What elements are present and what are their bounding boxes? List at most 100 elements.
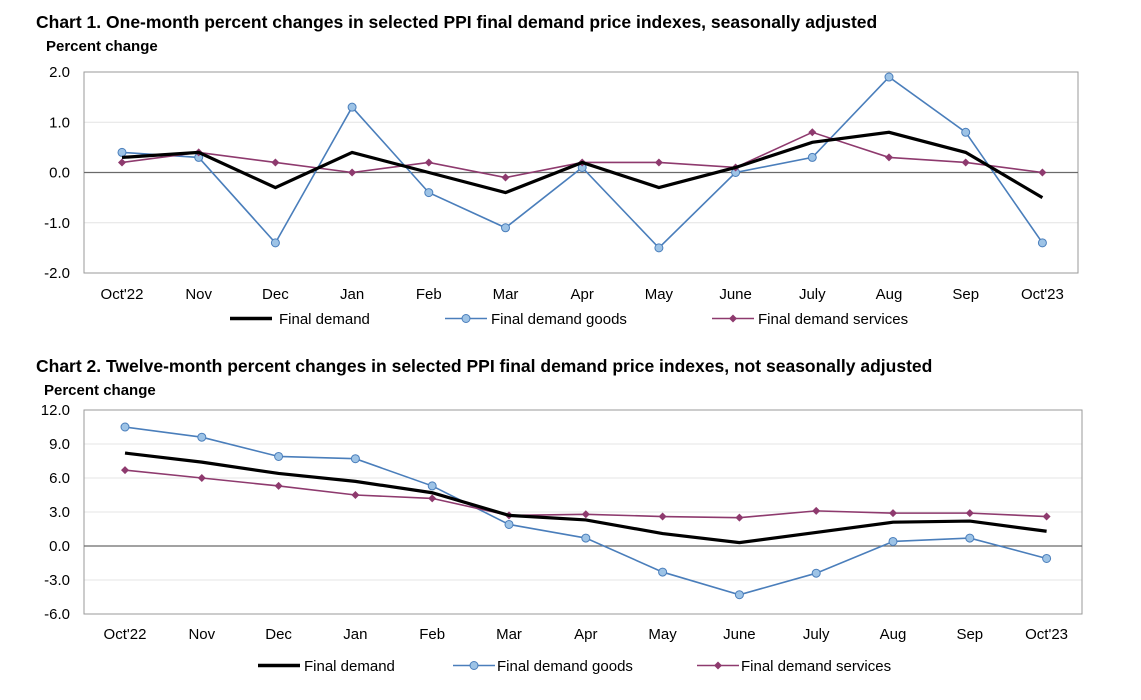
chart1-x-tick-label: Apr (571, 286, 594, 303)
chart1-services-point (808, 128, 817, 137)
chart2-title: Chart 2. Twelve-month percent changes in… (36, 356, 933, 376)
chart2-y-tick-label: 12.0 (41, 402, 70, 419)
chart2-services-point (197, 474, 206, 482)
chart2-y-tick-label: 9.0 (49, 436, 70, 453)
chart1-y-tick-label: 1.0 (49, 114, 70, 131)
chart2-y-tick-label: 0.0 (49, 538, 70, 555)
chart2-x-tick-label: Oct'23 (1025, 626, 1068, 643)
chart2-goods-point (120, 422, 130, 432)
chart1-goods-point (807, 152, 817, 162)
chart2-goods-point (811, 568, 821, 578)
chart2-y-tick-label: -6.0 (44, 606, 70, 623)
chart1-legend-marker-goods (461, 314, 471, 323)
chart1-services-point (961, 158, 970, 167)
chart1-y-tick-label: -2.0 (44, 265, 70, 282)
chart2-goods-point (427, 481, 437, 491)
chart2-services-point (735, 513, 744, 522)
chart2-goods-point (1042, 553, 1052, 563)
chart2-x-tick-label: Dec (265, 626, 292, 643)
chart1-goods-point (884, 72, 894, 82)
chart2-goods-point (965, 533, 975, 543)
chart2-x-tick-label: June (723, 626, 756, 643)
chart1-x-tick-label: Oct'22 (101, 286, 144, 303)
chart2-x-tick-label: Mar (496, 626, 522, 643)
chart2-services-point (812, 506, 821, 515)
chart1-y-axis-label: Percent change (46, 38, 158, 55)
chart1-x-tick-label: May (645, 286, 674, 303)
chart1-services-point (1038, 168, 1047, 177)
chart1-x-tick-label: Feb (416, 286, 442, 303)
chart2-y-tick-label: -3.0 (44, 572, 70, 589)
chart1-goods-point (501, 223, 510, 233)
chart1-y-tick-label: -1.0 (44, 215, 70, 232)
chart2-x-tick-label: May (648, 626, 677, 643)
chart2-x-tick-label: Sep (956, 626, 983, 643)
chart1-services-point (424, 158, 433, 167)
chart1-x-tick-label: July (799, 286, 826, 303)
chart2-services-point (965, 509, 974, 518)
chart2-y-axis-label: Percent change (44, 382, 156, 399)
chart1-goods-point (424, 188, 434, 198)
chart1-x-tick-label: Dec (262, 286, 289, 303)
chart2-goods-point (734, 590, 744, 600)
chart2-x-tick-label: Feb (419, 626, 445, 643)
chart2-legend-label: Final demand goods (497, 658, 633, 675)
chart1-goods-point (270, 238, 280, 248)
chart1-x-tick-label: Jan (340, 286, 364, 303)
chart2-services-point (658, 512, 667, 521)
chart1-goods-point (347, 102, 357, 112)
chart2-x-tick-label: Aug (880, 626, 907, 643)
chart2-legend-marker-services (714, 661, 722, 670)
chart1-x-tick-label: Mar (493, 286, 519, 303)
chart2-services-point (889, 509, 897, 518)
chart2-x-tick-label: July (803, 626, 830, 643)
chart1-legend-label: Final demand goods (491, 311, 627, 328)
chart1-x-tick-label: June (719, 286, 752, 303)
chart1-legend-label: Final demand services (758, 311, 908, 328)
chart1-x-tick-label: Nov (185, 286, 212, 303)
chart1-goods-point (117, 147, 127, 157)
chart2-goods-point (581, 533, 591, 543)
chart2-y-tick-label: 6.0 (49, 470, 70, 487)
chart2-goods-point (197, 432, 207, 442)
chart1-legend-label: Final demand (279, 311, 370, 328)
chart2-goods-point (274, 451, 284, 461)
chart2-services-point (1042, 512, 1051, 521)
chart1-services-point (118, 158, 126, 167)
chart2-legend-label: Final demand services (741, 658, 891, 675)
chart1-y-tick-label: 2.0 (49, 64, 70, 81)
chart2-services-point (121, 466, 129, 475)
chart1-services-point (501, 173, 510, 182)
chart1-series-line-final-demand (121, 130, 1044, 200)
chart2-services-point (274, 481, 283, 490)
chart2-series-line-final-demand (124, 451, 1047, 545)
chart2-services-point (351, 491, 360, 499)
chart1-services-point (271, 158, 280, 167)
chart1-y-tick-label: 0.0 (49, 165, 70, 182)
chart2-x-tick-label: Oct'22 (104, 626, 147, 643)
chart2-services-point (581, 510, 590, 519)
chart2-x-tick-label: Nov (188, 626, 215, 643)
chart1-title: Chart 1. One-month percent changes in se… (36, 12, 878, 32)
chart2-goods-point (504, 519, 514, 529)
chart2-legend-marker-goods (469, 661, 479, 670)
chart2-x-tick-label: Jan (343, 626, 367, 643)
chart1-services-point (348, 168, 357, 177)
chart1-legend-marker-services (729, 314, 737, 323)
chart2-x-tick-label: Apr (574, 626, 597, 643)
chart1-services-point (885, 153, 893, 162)
chart2-goods-point (888, 536, 898, 546)
chart2-services-point (428, 494, 437, 503)
chart2-plot-area (83, 409, 1083, 615)
chart1-x-tick-label: Aug (876, 286, 903, 303)
chart1-goods-point (1037, 238, 1047, 248)
chart2-goods-point (658, 567, 668, 577)
chart2-y-tick-label: 3.0 (49, 504, 70, 521)
chart1-services-point (654, 158, 663, 167)
chart1-x-tick-label: Oct'23 (1021, 286, 1064, 303)
chart1-goods-point (961, 127, 971, 137)
chart2-goods-point (350, 454, 360, 464)
chart1-goods-point (654, 243, 664, 253)
chart2-legend-label: Final demand (304, 658, 395, 675)
